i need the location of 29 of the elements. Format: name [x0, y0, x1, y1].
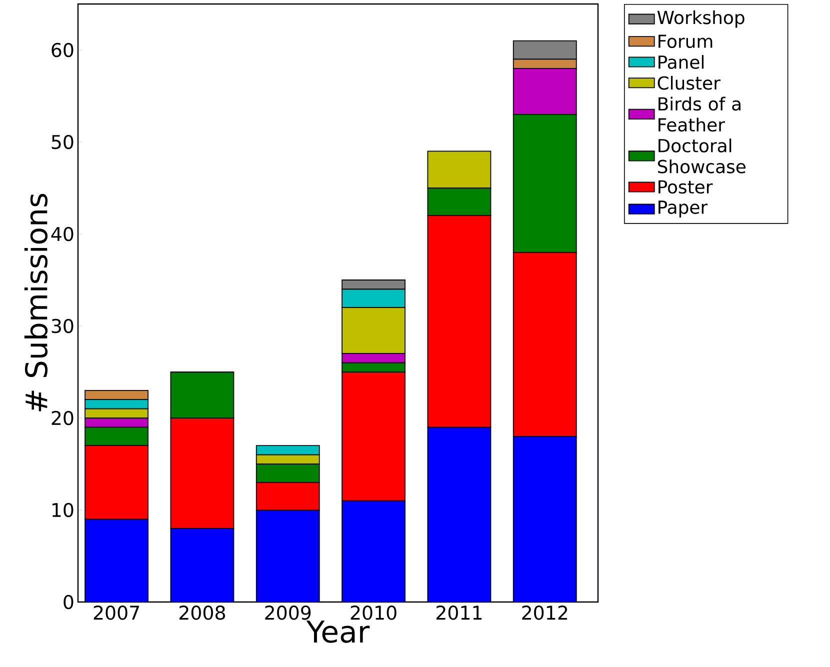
legend-label: Workshop: [657, 10, 744, 28]
x-axis-title: Year: [306, 620, 370, 643]
legend-label: Poster: [658, 180, 713, 194]
x-tick-label: 2011: [436, 606, 482, 620]
legend-label: Paper: [658, 200, 708, 218]
y-tick-label: 60: [52, 42, 74, 58]
y-tick-label: 50: [52, 134, 74, 150]
y-tick-label: 0: [64, 594, 74, 610]
y-tick-label: 20: [52, 410, 74, 426]
bar: [342, 500, 406, 602]
bar: [256, 510, 320, 602]
x-tick-label: 2007: [94, 606, 139, 620]
legend-label: Cluster: [658, 76, 720, 90]
bar: [170, 528, 234, 602]
y-tick-label: 10: [52, 502, 74, 518]
legend-label: Doctoral Showcase: [658, 138, 746, 174]
y-axis-title: # Submissions: [24, 194, 48, 412]
legend-label: Panel: [658, 55, 704, 69]
bar: [512, 436, 577, 602]
y-tick-label: 30: [52, 318, 74, 334]
y-tick-label: 40: [51, 226, 74, 242]
bar: [428, 427, 491, 602]
legend-label: Forum: [658, 34, 712, 48]
bar: [85, 519, 148, 602]
x-tick-label: 2010: [350, 606, 396, 620]
x-tick-label: 2009: [265, 606, 311, 620]
legend-label: Birds of a Feather: [658, 96, 740, 132]
x-tick-label: 2008: [180, 606, 225, 620]
x-tick-label: 2012: [522, 606, 568, 620]
